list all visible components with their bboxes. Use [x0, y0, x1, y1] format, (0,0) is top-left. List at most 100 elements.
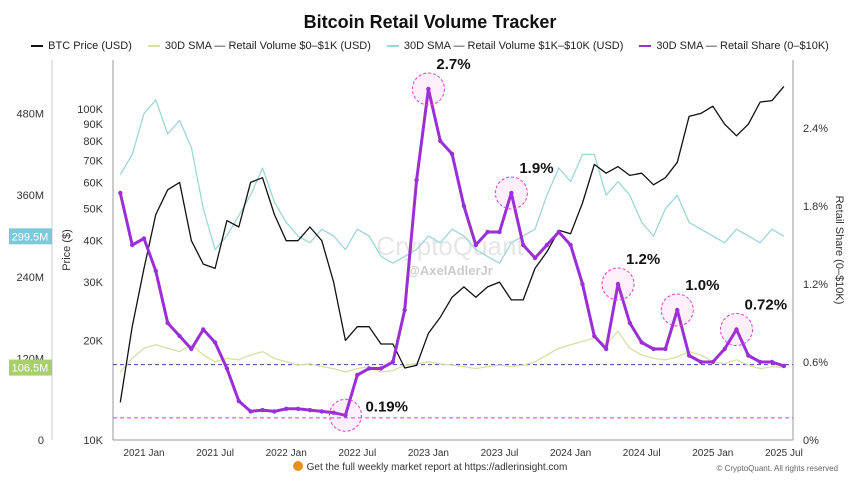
x-tick-label: 2025 Jul	[765, 448, 803, 459]
current-value-label: 299.5M	[12, 231, 49, 243]
x-tick-label: 2022 Jan	[266, 448, 307, 459]
share-point	[438, 138, 443, 144]
share-point	[675, 307, 680, 313]
copyright: © CryptoQuant. All rights reserved	[716, 464, 839, 473]
annotation-circle	[328, 398, 362, 432]
series-line-1	[119, 330, 784, 373]
share-point	[603, 346, 609, 352]
share-point	[272, 409, 277, 414]
price-tick-label: 40K	[83, 236, 103, 248]
watermark-handle: @AxelAdlerJr	[407, 263, 493, 278]
share-tick-label: 0.6%	[803, 357, 828, 369]
share-point	[177, 333, 182, 339]
share-point	[165, 320, 170, 326]
coin-icon	[292, 461, 303, 471]
share-point	[663, 346, 668, 352]
share-point	[461, 203, 467, 209]
share-point	[284, 406, 289, 411]
share-point	[532, 255, 538, 261]
footer-text: Get the full weekly market report at	[306, 462, 465, 473]
current-value-badge	[9, 228, 52, 245]
share-point	[758, 359, 763, 365]
x-tick-label: 2023 Jul	[481, 448, 519, 459]
volume-tick-label: 480M	[16, 109, 44, 121]
share-point	[366, 366, 372, 371]
x-tick-label: 2021 Jul	[196, 448, 234, 459]
share-point	[248, 409, 253, 414]
share-tick-label: 1.2%	[803, 279, 828, 291]
legend-item-share[interactable]: 30D SMA — Retail Share (0–$10K)	[639, 40, 829, 52]
chart-title: Bitcoin Retail Volume Tracker	[303, 12, 557, 32]
x-tick-label: 2025 Jan	[692, 448, 733, 459]
legend-item-vol-mid[interactable]: 30D SMA — Retail Volume $1K–$10K (USD)	[386, 40, 624, 52]
volume-tick-label: 0	[38, 435, 44, 447]
x-tick-label: 2021 Jan	[123, 448, 164, 459]
price-tick-label: 60K	[83, 177, 103, 189]
share-point	[769, 359, 775, 365]
share-point	[710, 359, 715, 365]
legend-item-vol-small[interactable]: 30D SMA — Retail Volume $0–$1K (USD)	[147, 40, 371, 52]
share-tick-label: 0%	[803, 435, 819, 447]
annotation-label: 0.19%	[365, 398, 408, 415]
legend: BTC Price (USD) 30D SMA — Retail Volume …	[0, 40, 860, 52]
volume-tick-label: 240M	[16, 272, 44, 284]
watermark-logo: CryptoQuant	[376, 231, 524, 261]
share-point	[390, 359, 396, 365]
price-tick-label: 90K	[83, 119, 103, 131]
share-point	[426, 86, 431, 92]
current-value-label: 106.5M	[12, 363, 49, 375]
share-point	[686, 353, 692, 358]
share-tick-label: 2.4%	[803, 123, 828, 135]
annotation-label: 2.7%	[436, 56, 470, 73]
current-value-badge	[9, 359, 52, 376]
share-point	[556, 229, 561, 235]
x-tick-label: 2024 Jan	[550, 448, 591, 459]
price-tick-label: 20K	[83, 335, 103, 347]
price-tick-label: 70K	[83, 155, 103, 167]
share-point	[722, 346, 727, 352]
share-point	[592, 333, 597, 339]
share-point	[473, 242, 478, 248]
share-point	[355, 372, 360, 378]
footer: Get the full weekly market report at htt…	[0, 461, 860, 473]
legend-label: 30D SMA — Retail Share (0–$10K)	[656, 40, 829, 52]
legend-item-btc[interactable]: BTC Price (USD)	[31, 40, 132, 52]
share-point	[319, 409, 324, 414]
share-point	[201, 327, 206, 332]
annotation-circle	[660, 293, 694, 327]
series-line-2	[119, 99, 785, 264]
share-point	[485, 229, 490, 235]
volume-tick-label: 360M	[16, 190, 44, 202]
share-point	[521, 242, 526, 248]
share-point	[331, 410, 336, 415]
annotation-label: 1.2%	[626, 251, 660, 268]
share-point	[236, 398, 241, 404]
legend-label: 30D SMA — Retail Volume $1K–$10K (USD)	[403, 40, 624, 52]
price-tick-label: 50K	[83, 204, 103, 216]
share-point	[615, 281, 621, 287]
x-tick-label: 2023 Jan	[408, 448, 449, 459]
annotation-label: 1.9%	[519, 160, 553, 177]
share-point	[734, 327, 739, 332]
annotation-circle	[494, 176, 528, 210]
share-point	[746, 353, 751, 358]
share-point	[449, 151, 455, 157]
annotation-label: 1.0%	[685, 277, 719, 294]
share-tick-label: 1.8%	[803, 201, 828, 213]
footer-link[interactable]: https://adlerinsight.com	[464, 462, 568, 473]
legend-label: 30D SMA — Retail Volume $0–$1K (USD)	[164, 40, 371, 52]
annotation-label: 0.72%	[745, 297, 788, 314]
share-point	[224, 366, 230, 371]
share-point	[141, 236, 147, 241]
share-point	[118, 190, 123, 196]
share-point	[378, 366, 384, 371]
share-point	[189, 346, 194, 352]
price-tick-label: 80K	[83, 136, 103, 148]
series-line-0	[119, 85, 785, 403]
share-point	[509, 190, 514, 196]
share-point	[402, 307, 407, 313]
legend-label: BTC Price (USD)	[48, 40, 132, 52]
share-point	[295, 406, 301, 411]
